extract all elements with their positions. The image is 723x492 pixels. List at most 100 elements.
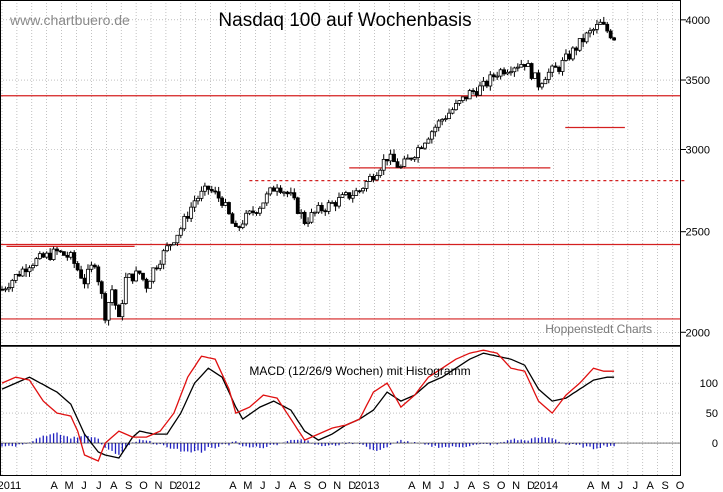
candle-body	[206, 185, 211, 190]
candle-body	[299, 211, 304, 214]
candle-body	[567, 53, 572, 60]
candle-body	[120, 303, 125, 318]
candle-body	[488, 74, 493, 87]
candle-body	[340, 194, 345, 198]
candle-body	[220, 197, 224, 206]
candle-body	[41, 253, 46, 258]
candle-body	[319, 204, 324, 212]
month-label: S	[304, 480, 311, 492]
candle-body	[86, 268, 90, 285]
candle-body	[75, 263, 80, 271]
candle-body	[165, 245, 169, 252]
candle-body	[258, 207, 262, 214]
candle-body	[577, 38, 582, 51]
candle-body	[196, 197, 200, 202]
candle-body	[481, 80, 486, 87]
candle-body	[402, 158, 407, 167]
candle-body	[381, 158, 386, 171]
candle-body	[237, 226, 242, 228]
candle-body	[302, 211, 307, 224]
candle-body	[17, 274, 22, 277]
month-label: D	[348, 480, 356, 492]
candle-body	[330, 202, 335, 204]
candle-body	[412, 157, 417, 160]
candle-body	[374, 175, 379, 181]
candle-body	[24, 268, 28, 273]
candle-body	[395, 161, 400, 168]
candle-body	[144, 278, 149, 289]
candle-body	[106, 302, 111, 321]
signal-line	[1, 349, 615, 462]
candle-body	[454, 103, 458, 111]
candle-body	[79, 269, 83, 279]
month-label: M	[64, 480, 73, 492]
month-label: 2012	[176, 480, 200, 492]
candle-body	[240, 223, 245, 228]
candle-body	[581, 38, 586, 43]
candle-body	[175, 234, 180, 244]
candle-body	[405, 157, 410, 160]
candle-body	[247, 210, 252, 214]
candle-body	[512, 67, 517, 73]
month-label: M	[601, 480, 610, 492]
candle-body	[343, 192, 348, 195]
candle-body	[605, 23, 610, 32]
candle-body	[474, 91, 479, 96]
candle-body	[350, 195, 355, 199]
candle-body	[278, 187, 283, 193]
candle-body	[172, 242, 176, 246]
candle-body	[526, 63, 531, 67]
candle-body	[357, 190, 362, 193]
price-tick-label: 4000	[686, 15, 710, 27]
month-label: J	[81, 480, 87, 492]
macd-axis: 0 50 100	[700, 378, 718, 450]
macd-lines	[1, 349, 615, 462]
candle-body	[110, 289, 114, 303]
candle-body	[601, 21, 606, 25]
candle-body	[529, 63, 534, 79]
candles	[0, 16, 617, 326]
candle-body	[295, 197, 300, 214]
candle-body	[199, 190, 204, 199]
candle-body	[282, 191, 286, 194]
candle-body	[436, 120, 441, 128]
candle-body	[440, 119, 445, 122]
price-tick-label: 3000	[686, 145, 710, 157]
candle-body	[13, 274, 18, 281]
candle-body	[223, 202, 228, 206]
month-label: J	[454, 480, 460, 492]
month-label: A	[110, 480, 118, 492]
macd-title: MACD (12/26/9 Wochen) mit Histogramm	[249, 364, 470, 378]
month-label: 2013	[355, 480, 379, 492]
month-label: A	[647, 480, 655, 492]
candle-body	[533, 72, 537, 79]
month-label: D	[527, 480, 535, 492]
candle-body	[141, 272, 145, 280]
candle-body	[161, 250, 166, 265]
macd-tick-label: 0	[712, 438, 718, 450]
candle-body	[419, 147, 424, 150]
candle-body	[103, 293, 108, 321]
candle-body	[306, 221, 310, 224]
candle-body	[423, 142, 427, 149]
month-label: N	[512, 480, 520, 492]
candle-body	[409, 157, 414, 160]
candle-body	[202, 185, 207, 192]
candle-body	[570, 47, 575, 60]
candle-body	[467, 90, 472, 100]
candle-body	[168, 244, 173, 247]
candle-body	[137, 270, 142, 274]
candle-body	[3, 288, 8, 291]
candle-body	[371, 175, 376, 181]
month-label: 2014	[534, 480, 558, 492]
month-label: J	[439, 480, 445, 492]
month-label: A	[468, 480, 476, 492]
candle-body	[553, 65, 558, 68]
candle-body	[536, 72, 541, 88]
candle-body	[543, 79, 548, 85]
candle-body	[333, 202, 338, 207]
plot-frame	[0, 0, 681, 476]
month-label: N	[333, 480, 341, 492]
candle-body	[130, 273, 135, 282]
candle-body	[598, 21, 603, 25]
